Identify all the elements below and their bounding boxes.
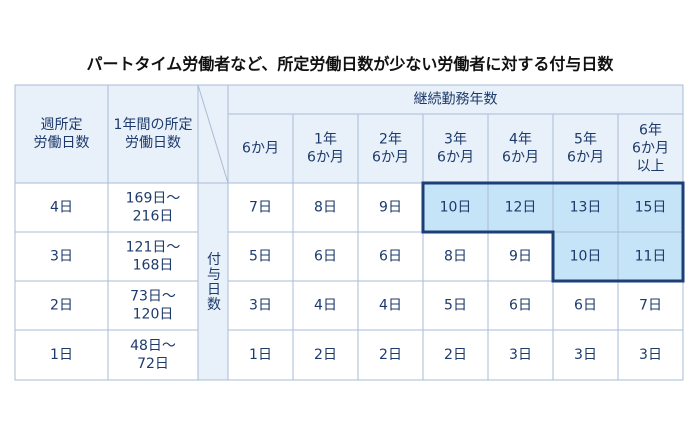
day-range: 169日〜 xyxy=(126,191,181,207)
grant-days: 3日 xyxy=(574,347,597,363)
cell xyxy=(552,329,619,381)
cell xyxy=(227,280,294,331)
cell xyxy=(617,329,684,381)
cell xyxy=(227,113,294,184)
cell xyxy=(357,280,424,331)
header-text: 6か月 xyxy=(437,150,474,166)
grant-days: 2日 xyxy=(379,347,402,363)
header-text: 6か月 xyxy=(372,150,409,166)
cell xyxy=(292,280,359,331)
cell xyxy=(292,182,359,233)
header-text: 以上 xyxy=(637,159,665,175)
grant-days: 10日 xyxy=(570,249,602,265)
day-count: 3日 xyxy=(50,249,73,265)
grant-days: 7日 xyxy=(639,298,662,314)
header-text: 6か月 xyxy=(242,141,279,157)
header-text: 1年間の所定 xyxy=(114,117,193,133)
cell xyxy=(107,182,199,233)
cell xyxy=(292,231,359,282)
cell xyxy=(552,113,619,184)
grant-days: 4日 xyxy=(379,298,402,314)
day-range: 168日 xyxy=(133,258,174,274)
cell xyxy=(422,231,489,282)
cell xyxy=(487,113,554,184)
title: パートタイム労働者など、所定労働日数が少ない労働者に対する付与日数 xyxy=(87,55,615,74)
cell xyxy=(227,329,294,381)
grant-days: 11日 xyxy=(635,249,667,265)
grant-days: 6日 xyxy=(574,298,597,314)
header-text: 3年 xyxy=(444,132,467,148)
header-text: 2年 xyxy=(379,132,402,148)
grant-days: 5日 xyxy=(444,298,467,314)
day-count: 4日 xyxy=(50,200,73,216)
cell xyxy=(107,231,199,282)
grant-days: 6日 xyxy=(379,249,402,265)
diagonal xyxy=(197,84,229,184)
cell xyxy=(487,329,554,381)
cell xyxy=(14,84,109,184)
vertical-label: 付与日数 xyxy=(205,252,221,312)
header-text: 労働日数 xyxy=(125,135,181,151)
header-text: 継続勤務年数 xyxy=(414,91,498,108)
cell xyxy=(357,113,424,184)
header-text: 6か月 xyxy=(502,150,539,166)
grant-days: 5日 xyxy=(249,249,272,265)
grant-days: 6日 xyxy=(314,249,337,265)
header-text: 4年 xyxy=(509,132,532,148)
cell xyxy=(487,182,554,233)
grant-days: 9日 xyxy=(379,200,402,216)
header-text: 週所定 xyxy=(41,117,83,133)
grant-days: 2日 xyxy=(444,347,467,363)
cell xyxy=(357,182,424,233)
header-text: 6か月 xyxy=(632,141,669,157)
grant-days: 3日 xyxy=(639,347,662,363)
header-text: 5年 xyxy=(574,132,597,148)
table: 週所定労働日数1年間の所定労働日数継続勤務年数6か月1年6か月2年6か月3年6か… xyxy=(14,84,685,381)
grant-days: 1日 xyxy=(249,347,272,363)
cell xyxy=(14,280,109,331)
grant-days: 15日 xyxy=(635,200,667,216)
highlight-outline xyxy=(421,181,685,283)
grant-days: 6日 xyxy=(509,298,532,314)
cell xyxy=(14,182,109,233)
grant-days: 9日 xyxy=(509,249,532,265)
cell xyxy=(107,280,199,331)
cell xyxy=(422,113,489,184)
day-count: 1日 xyxy=(50,347,73,363)
grant-days: 13日 xyxy=(570,200,602,216)
grant-days: 2日 xyxy=(314,347,337,363)
cell xyxy=(422,329,489,381)
grant-days: 3日 xyxy=(249,298,272,314)
grant-days: 8日 xyxy=(314,200,337,216)
header-text: 労働日数 xyxy=(34,135,90,151)
cell xyxy=(107,329,199,381)
cell xyxy=(357,329,424,381)
header-text: 6年 xyxy=(639,123,662,139)
grant-days: 7日 xyxy=(249,200,272,216)
cell xyxy=(292,329,359,381)
grant-days: 12日 xyxy=(505,200,537,216)
day-range: 73日〜 xyxy=(130,289,176,305)
day-range: 120日 xyxy=(133,307,174,323)
grant-days: 10日 xyxy=(440,200,472,216)
header-text: 1年 xyxy=(314,132,337,148)
header-text: 6か月 xyxy=(567,150,604,166)
day-range: 121日〜 xyxy=(126,240,181,256)
grant-days: 3日 xyxy=(509,347,532,363)
cell xyxy=(357,231,424,282)
cell xyxy=(107,84,199,184)
header-text: 6か月 xyxy=(307,150,344,166)
grant-days: 4日 xyxy=(314,298,337,314)
cell xyxy=(617,113,684,184)
day-range: 48日〜 xyxy=(130,338,176,354)
cell xyxy=(292,113,359,184)
day-range: 72日 xyxy=(137,356,169,372)
cell xyxy=(422,280,489,331)
day-count: 2日 xyxy=(50,298,73,314)
day-range: 216日 xyxy=(133,209,174,225)
grant-days: 8日 xyxy=(444,249,467,265)
